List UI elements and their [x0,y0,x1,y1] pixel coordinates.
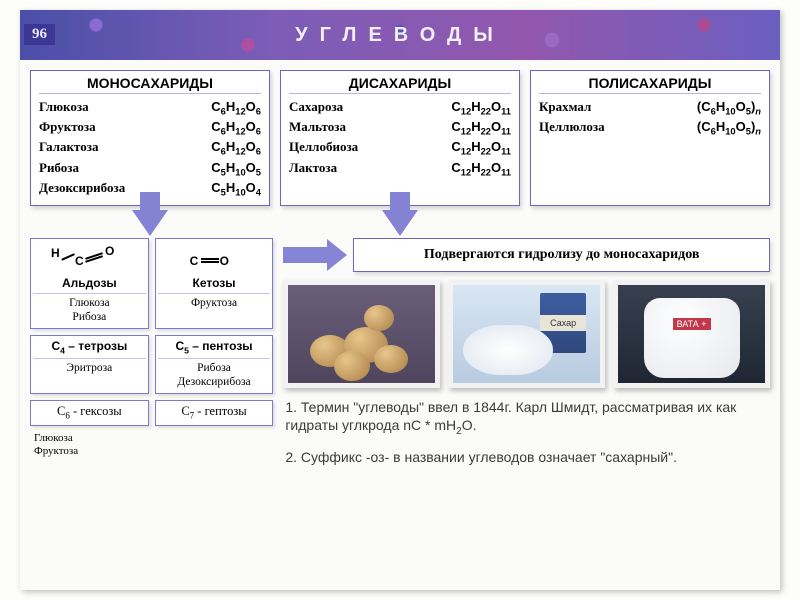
disaccharides-panel: ДИСАХАРИДЫ Сахароза C12H22O11 Мальтоза C12H… [280,70,520,206]
aldose-label: Альдозы [33,276,146,294]
chem-formula: C5H10O5 [211,159,261,179]
monosaccharides-panel: МОНОСАХАРИДЫ Глюкоза C6H12O6 Фруктоза C6H12… [30,70,270,206]
pentose-box: C5 – пентозы Рибоза Дезоксирибоза [155,335,274,394]
chem-formula: C12H22O11 [451,159,511,179]
panel-heading: ДИСАХАРИДЫ [289,75,511,94]
chem-row: Мальтоза C12H22O11 [289,118,511,138]
ketose-label: Кетозы [158,276,271,294]
chem-name: Мальтоза [289,118,346,138]
chem-name: Дезоксирибоза [39,179,125,199]
panel-heading: МОНОСАХАРИДЫ [39,75,261,94]
aldose-example: Рибоза [33,310,146,324]
hexose-box: C6 - гексозы [30,400,149,426]
cotton-label: ВАТА + [673,318,711,330]
footnote-1: 1. Термин "углеводы" ввел в 1844г. Карл … [283,396,770,438]
size-label: C6 - гексозы [33,404,146,422]
title-banner: 96 УГЛЕВОДЫ [20,10,780,60]
chem-formula: (C6H10O5)n [697,118,761,138]
chem-row: Лактоза C12H22O11 [289,159,511,179]
ketose-example: Фруктоза [158,296,271,310]
chem-name: Лактоза [289,159,337,179]
chem-formula: C6H12O6 [211,98,261,118]
chem-name: Рибоза [39,159,79,179]
chem-name: Крахмал [539,98,591,118]
cellulose-photo: ВАТА + [613,280,770,388]
panel-heading: ПОЛИСАХАРИДЫ [539,75,761,94]
page-number: 96 [24,24,55,45]
ketose-box: C O Кетозы Фруктоза [155,238,274,329]
mid-section: H C O Альдозы Глюкоза Рибоза C O [20,236,780,466]
chem-formula: C12H22O11 [451,98,511,118]
chem-row: Фруктоза C6H12O6 [39,118,261,138]
starch-photo [283,280,440,388]
aldose-box: H C O Альдозы Глюкоза Рибоза [30,238,149,329]
sugar-photo: Сахар [448,280,605,388]
hexose-examples: Глюкоза Фруктоза [30,432,273,458]
chem-name: Целлобиоза [289,138,358,158]
size-label: C7 - гептозы [158,404,271,422]
size-label: C5 – пентозы [158,339,271,359]
classification-by-group: H C O Альдозы Глюкоза Рибоза C O [30,238,273,458]
chem-name: Целлюлоза [539,118,605,138]
photo-row: Сахар ВАТА + [283,280,770,388]
sugar-box-label: Сахар [540,315,586,331]
panel-body: Глюкоза C6H12O6 Фруктоза C6H12O6 Галактоза C6… [39,98,261,199]
tetrose-box: C4 – тетрозы Эритроза [30,335,149,394]
classification-row: МОНОСАХАРИДЫ Глюкоза C6H12O6 Фруктоза C6H12… [20,60,780,206]
chem-formula: (C6H10O5)n [697,98,761,118]
chem-name: Галактоза [39,138,98,158]
chem-row: Галактоза C6H12O6 [39,138,261,158]
polysaccharides-panel: ПОЛИСАХАРИДЫ Крахмал (C6H10O5)n Целлюлоза (… [530,70,770,206]
aldehyde-structure: H C O [33,242,146,276]
heptose-box: C7 - гептозы [155,400,274,426]
chem-row: Глюкоза C6H12O6 [39,98,261,118]
chem-name: Сахароза [289,98,343,118]
chem-row: Целлобиоза C12H22O11 [289,138,511,158]
size-label: C4 – тетрозы [33,339,146,359]
chem-formula: C12H22O11 [451,138,511,158]
panel-body: Крахмал (C6H10O5)n Целлюлоза (C6H10O5)n [539,98,761,138]
chem-row: Сахароза C12H22O11 [289,98,511,118]
chem-formula: C6H12O6 [211,138,261,158]
down-arrow-icon [382,210,418,236]
ketone-structure: C O [158,242,271,276]
page-title: УГЛЕВОДЫ [295,24,505,47]
right-column: Подвергаются гидролизу до моносахаридов … [283,238,770,466]
arrow-row [20,206,780,236]
chem-name: Фруктоза [39,118,96,138]
footnote-2: 2. Суффикс -оз- в названии углеводов озн… [283,446,770,466]
size-example: Эритроза [33,361,146,375]
down-arrow-icon [132,210,168,236]
chem-row: Рибоза C5H10O5 [39,159,261,179]
chem-row: Целлюлоза (C6H10O5)n [539,118,761,138]
chem-formula: C12H22O11 [451,118,511,138]
right-arrow-icon [283,239,347,271]
panel-body: СахарозаC12H22O11МальтозаC12H22O11Целлоб… [289,98,511,179]
chem-formula: C5H10O4 [211,179,261,199]
chem-name: Глюкоза [39,98,89,118]
chem-formula: C6H12O6 [211,118,261,138]
chem-row: Крахмал (C6H10O5)n [539,98,761,118]
textbook-page: 96 УГЛЕВОДЫ МОНОСАХАРИДЫ ГлюкозаC6H12O6Ф… [20,10,780,590]
hydrolysis-note: Подвергаются гидролизу до моносахаридов [353,238,770,272]
size-example: Рибоза Дезоксирибоза [158,361,271,390]
aldose-example: Глюкоза [33,296,146,310]
